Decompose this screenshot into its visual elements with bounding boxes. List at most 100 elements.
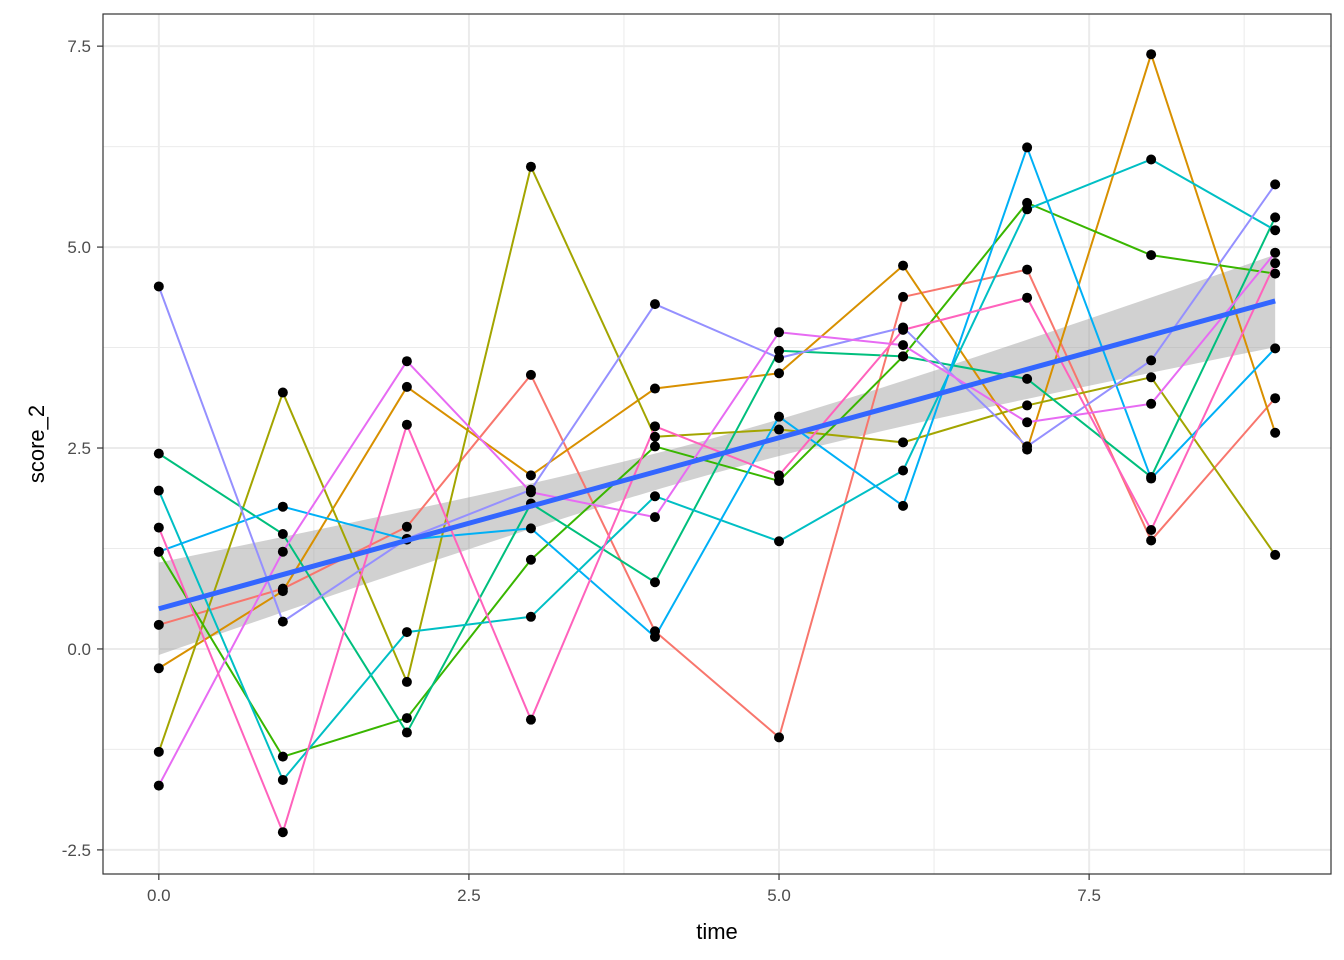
data-point xyxy=(525,554,536,565)
panel-background xyxy=(103,14,1331,874)
data-point xyxy=(898,340,909,351)
data-point xyxy=(649,431,660,442)
data-point xyxy=(898,500,909,511)
data-point xyxy=(649,512,660,523)
data-point xyxy=(1146,525,1157,535)
data-point xyxy=(1022,400,1033,411)
x-tick-label: 7.5 xyxy=(1077,886,1101,905)
data-points xyxy=(153,49,1281,838)
data-point xyxy=(277,774,288,785)
y-tick-label: 7.5 xyxy=(67,37,91,56)
data-point xyxy=(401,521,412,532)
data-point xyxy=(277,529,288,540)
data-point xyxy=(153,485,164,496)
data-point xyxy=(277,616,288,627)
data-point xyxy=(1146,355,1157,366)
data-point xyxy=(1022,373,1033,384)
data-point xyxy=(401,356,412,367)
y-tick-label: 2.5 xyxy=(67,439,91,458)
data-point xyxy=(649,491,660,502)
data-point xyxy=(401,627,412,638)
series-line xyxy=(158,146,1276,638)
data-point xyxy=(401,713,412,724)
x-tick-label: 0.0 xyxy=(147,886,171,905)
data-point xyxy=(774,732,785,743)
trend-line xyxy=(158,298,1276,612)
data-point xyxy=(1270,427,1281,438)
series-line xyxy=(157,183,1276,623)
data-point xyxy=(649,441,660,452)
data-point xyxy=(277,387,288,398)
data-point xyxy=(1146,250,1157,261)
data-point xyxy=(649,299,660,310)
data-point xyxy=(1270,343,1281,354)
data-point xyxy=(153,448,164,459)
data-point xyxy=(774,327,785,338)
data-point xyxy=(898,465,909,476)
data-point xyxy=(153,281,164,292)
data-point xyxy=(277,586,288,597)
data-point xyxy=(774,368,785,379)
y-axis: -2.5 0.0 2.5 5.0 7.5 xyxy=(62,37,103,860)
data-point xyxy=(153,746,164,757)
data-point xyxy=(898,351,909,362)
data-point xyxy=(277,546,288,557)
data-point xyxy=(1146,49,1157,60)
data-point xyxy=(774,353,785,363)
data-point xyxy=(153,522,164,533)
plot-panel xyxy=(102,13,1332,875)
data-point xyxy=(898,437,909,448)
data-point xyxy=(649,421,660,432)
data-point xyxy=(525,611,536,622)
data-point xyxy=(1022,204,1033,215)
data-point xyxy=(898,260,909,271)
data-point xyxy=(1022,292,1033,303)
data-point xyxy=(525,714,536,725)
data-point xyxy=(525,487,536,498)
data-point xyxy=(649,577,660,588)
data-point xyxy=(153,546,164,557)
data-point xyxy=(401,727,412,738)
y-tick-label: -2.5 xyxy=(62,841,91,860)
data-point xyxy=(898,291,909,302)
series-line xyxy=(158,53,1277,670)
series-lines xyxy=(157,53,1277,834)
data-point xyxy=(1270,212,1281,223)
data-point xyxy=(153,663,164,674)
data-point xyxy=(401,381,412,392)
data-point xyxy=(525,523,536,534)
data-point xyxy=(774,424,785,435)
data-point xyxy=(774,345,785,356)
x-axis: 0.0 2.5 5.0 7.5 xyxy=(147,874,1101,905)
data-point xyxy=(277,827,288,838)
panel-border xyxy=(102,13,1332,875)
data-point xyxy=(774,536,785,547)
y-axis-title: score_2 xyxy=(24,405,49,483)
data-point xyxy=(1022,142,1033,153)
x-tick-label: 5.0 xyxy=(767,886,791,905)
data-point xyxy=(1270,247,1281,258)
data-point xyxy=(1146,154,1157,165)
series-line xyxy=(157,158,1276,781)
data-point xyxy=(401,419,412,430)
trend-line-path xyxy=(158,298,1276,612)
data-point xyxy=(649,631,660,642)
data-point xyxy=(1022,417,1033,428)
series-line xyxy=(158,216,1277,734)
data-point xyxy=(277,751,288,762)
data-point xyxy=(1270,179,1281,190)
series-line xyxy=(157,165,1276,753)
data-point xyxy=(1146,473,1157,484)
data-point xyxy=(649,383,660,394)
data-point xyxy=(401,676,412,687)
data-point xyxy=(525,470,536,481)
series-line xyxy=(157,262,1277,834)
data-point xyxy=(153,780,164,791)
data-point xyxy=(1146,535,1157,546)
data-point xyxy=(1146,398,1157,409)
data-point xyxy=(774,411,785,422)
data-point xyxy=(1022,441,1033,452)
data-point xyxy=(898,324,909,335)
data-point xyxy=(277,501,288,512)
